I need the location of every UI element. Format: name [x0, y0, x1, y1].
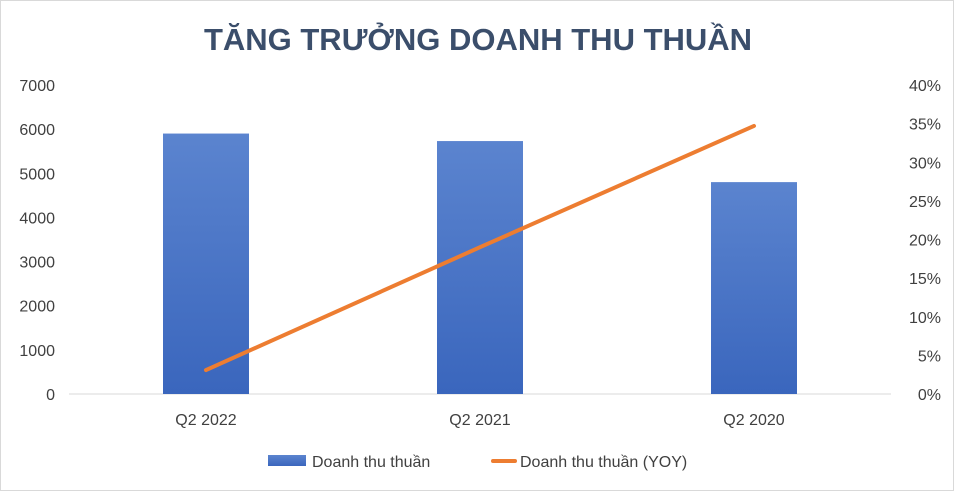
y-left-tick-label: 3000 — [19, 255, 55, 272]
y-left-tick-label: 2000 — [19, 299, 55, 316]
x-tick-label: Q2 2021 — [449, 412, 510, 429]
y-left-tick-label: 0 — [46, 387, 55, 404]
y-left-tick-label: 6000 — [19, 122, 55, 139]
legend: Doanh thu thuần Doanh thu thuần (YOY) — [268, 454, 687, 471]
y-right-tick-label: 0% — [918, 387, 941, 404]
legend-label-bar: Doanh thu thuần — [312, 454, 430, 471]
y-left-tick-label: 7000 — [19, 78, 55, 95]
legend-swatch-bar — [268, 455, 306, 466]
y-left-tick-label: 4000 — [19, 210, 55, 227]
legend-label-line: Doanh thu thuần (YOY) — [520, 454, 687, 471]
y-right-tick-label: 30% — [909, 155, 941, 172]
bar-doanh-thu — [711, 182, 797, 394]
y-left-tick-label: 1000 — [19, 343, 55, 360]
y-right-tick-label: 25% — [909, 194, 941, 211]
y-right-tick-label: 20% — [909, 233, 941, 250]
x-tick-label: Q2 2020 — [723, 412, 784, 429]
y-right-tick-label: 15% — [909, 271, 941, 288]
x-tick-label: Q2 2022 — [175, 412, 236, 429]
y-right-tick-label: 40% — [909, 78, 941, 95]
y-right-tick-label: 10% — [909, 310, 941, 327]
chart-title: TĂNG TRƯỞNG DOANH THU THUẦN — [204, 21, 752, 57]
y-left-tick-label: 5000 — [19, 166, 55, 183]
bar-doanh-thu — [437, 141, 523, 394]
y-right-tick-label: 35% — [909, 117, 941, 134]
y-right-tick-label: 5% — [918, 348, 941, 365]
